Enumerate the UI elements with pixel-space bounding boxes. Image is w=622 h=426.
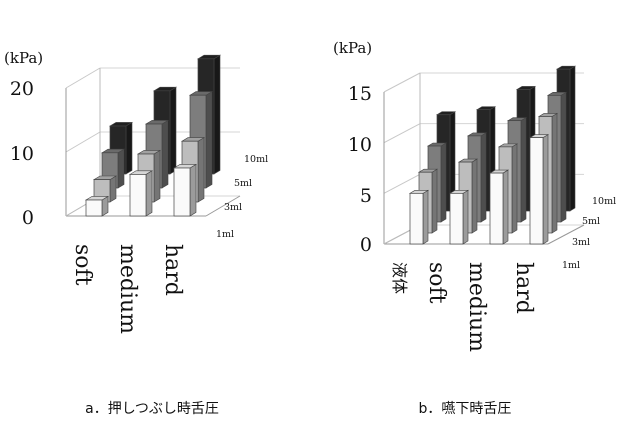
chart-b-unit-label: (kPa) [333,39,372,57]
chart-b-category-label: soft [424,262,449,304]
chart-a-ytick: 10 [10,143,34,165]
chart-b-category-label: medium [464,262,489,352]
chart-b-depth-label: 10ml [592,196,616,207]
chart-a-ytick: 0 [22,207,34,229]
chart-b-bar-front [529,137,544,245]
chart-b-depth-axis [547,224,585,245]
chart-a-bar [128,170,154,217]
chart-b-bar-side [471,158,478,234]
chart-a-bar [84,195,110,217]
chart-a: (kPa) 20 10 0 1ml 3ml 5ml 10ml soft medi… [4,49,268,417]
chart-a-bar-side [117,148,125,189]
chart-a-bars [84,54,222,217]
chart-b-ytick: 15 [348,83,372,105]
chart-b-depth-label: 5ml [582,216,600,227]
chart-b-ytick: 10 [348,134,372,156]
chart-b-bar-side [542,134,549,245]
chart-b-bar-side [480,132,487,223]
chart-a-depth-label: 1ml [216,229,234,240]
chart-a-depth-label: 5ml [234,178,252,189]
chart-b-depth-label: 1ml [562,260,580,271]
chart-b-bar-front [449,192,464,245]
chart-b-gridline-side [383,123,421,144]
chart-b-depth-label: 3ml [572,237,590,248]
chart-b-bar-side [511,143,518,234]
chart-b-caption: b．嚥下時舌圧 [419,401,512,417]
chart-b-bar-front [489,172,504,245]
chart-b-bar-side [431,168,438,234]
chart-b-bar-side [560,91,567,223]
chart-b-bar [408,189,430,245]
chart-b-bar-side [502,169,509,245]
chart-a-category-label: medium [115,244,140,334]
chart-a-bar [172,163,198,217]
chart-b-bar [488,169,510,245]
chart-b-bar-side [551,112,558,234]
chart-a-bar [92,175,118,203]
chart-a-gridline-side [65,131,101,153]
chart-a-bar-front [85,199,103,217]
chart-a-bar-side [205,91,213,189]
chart-a-category-label: soft [70,244,95,286]
chart-b-category-label: 液体 [390,262,409,294]
chart-a-unit-label: (kPa) [4,49,43,67]
chart-a-gridline-side [65,67,101,89]
chart-b-bar-side [462,189,469,245]
chart-a-bar-front [173,167,191,217]
chart-b-bar-side [440,142,447,223]
chart-a-category-label: hard [160,244,185,296]
chart-a-bar-side [189,163,197,217]
chart-a-bar-side [161,119,169,189]
chart-a-bar-side [145,170,153,217]
chart-b-bar-side [569,65,576,212]
chart-b-gridline-side [383,173,421,194]
chart-a-bar-side [169,86,177,175]
chart-a-depth-label: 10ml [244,154,268,165]
chart-a-depth-axis [205,195,241,217]
chart-b-bar-side [422,189,429,245]
chart-a-bar-side [197,137,205,203]
chart-b-bars [408,65,577,245]
chart-b: (kPa) 15 10 5 0 1ml 3ml 5ml 10ml 液体 soft… [333,39,616,417]
chart-a-caption: a．押しつぶし時舌圧 [85,401,219,417]
chart-b-bar [448,189,470,245]
chart-a-bar-side [153,149,161,203]
chart-b-category-label: hard [511,262,536,314]
chart-b-bar-front [409,192,424,245]
chart-b-bar [528,134,550,245]
chart-b-gridline-side [383,72,421,93]
chart-a-bar-front [129,174,147,217]
chart-a-bar-side [213,54,221,175]
chart-a-bar-side [109,175,117,203]
chart-a-depth-label: 3ml [224,202,242,213]
chart-a-bar-side [125,121,133,175]
chart-a-ytick: 20 [10,78,34,100]
chart-b-bar-side [520,117,527,223]
chart-b-ytick: 5 [360,185,372,207]
chart-b-ytick: 0 [360,234,372,256]
